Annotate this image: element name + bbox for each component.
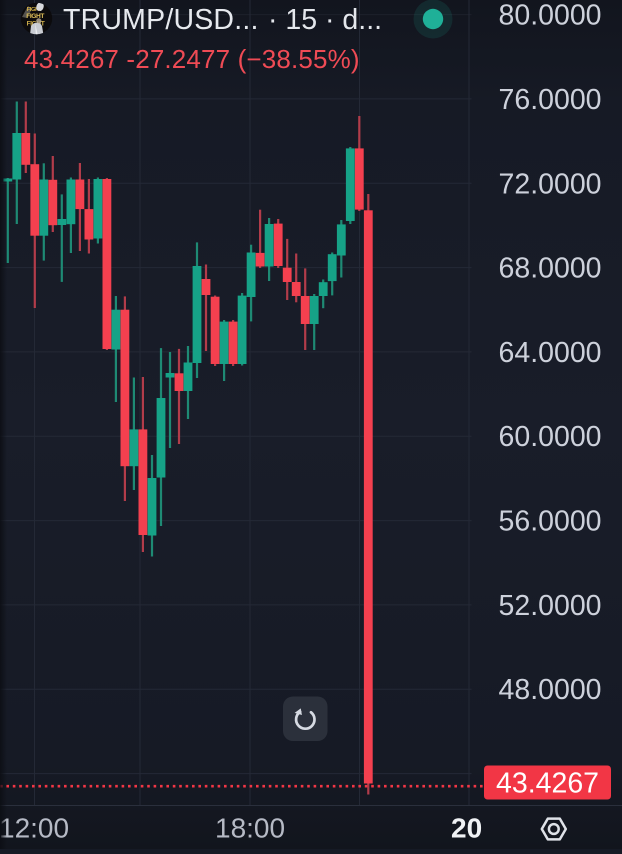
svg-text:18:00: 18:00 <box>215 813 285 844</box>
svg-text:43.4267: 43.4267 <box>496 768 599 800</box>
svg-text:12:00: 12:00 <box>0 813 69 844</box>
svg-text:80.0000: 80.0000 <box>499 0 602 32</box>
svg-text:72.0000: 72.0000 <box>499 168 602 200</box>
svg-text:52.0000: 52.0000 <box>499 590 602 622</box>
svg-text:FIGHT: FIGHT <box>26 13 44 20</box>
svg-text:56.0000: 56.0000 <box>499 506 602 538</box>
svg-text:20: 20 <box>451 813 482 844</box>
svg-text:TRUMP/USD...: TRUMP/USD... <box>63 4 259 36</box>
svg-text:76.0000: 76.0000 <box>499 84 602 116</box>
svg-text:FIGHT: FIGHT <box>27 7 43 13</box>
svg-text:48.0000: 48.0000 <box>499 674 602 706</box>
svg-text:· 15 · d...: · 15 · d... <box>268 4 382 36</box>
svg-text:64.0000: 64.0000 <box>499 337 602 369</box>
svg-text:43.4267 -27.2477 (−38.55%): 43.4267 -27.2477 (−38.55%) <box>24 44 360 74</box>
svg-text:68.0000: 68.0000 <box>499 253 602 285</box>
svg-text:60.0000: 60.0000 <box>499 421 602 453</box>
